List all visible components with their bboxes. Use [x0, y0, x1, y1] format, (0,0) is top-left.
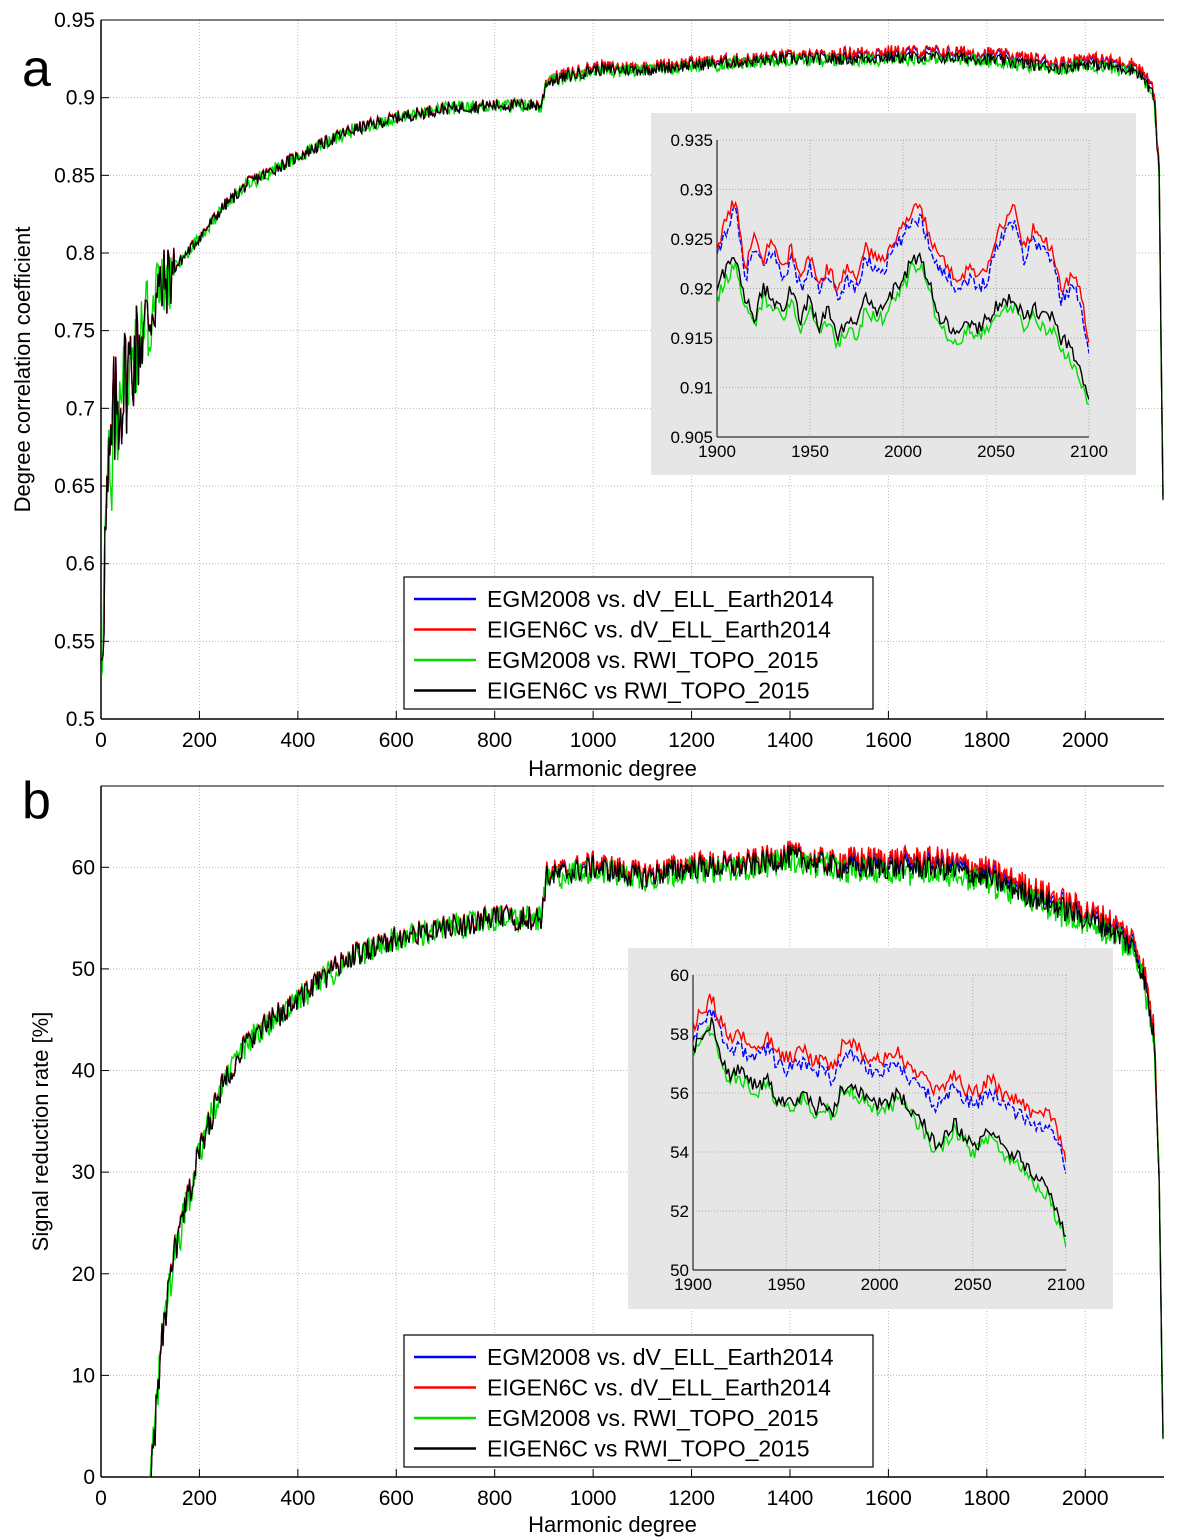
y-tick-label: 0	[83, 1466, 95, 1489]
x-tick-label: 1400	[767, 729, 814, 752]
inset-series-line	[693, 1024, 1066, 1248]
legend-entry: EGM2008 vs. RWI_TOPO_2015	[487, 1405, 819, 1431]
legend-entry: EIGEN6C vs RWI_TOPO_2015	[487, 678, 810, 704]
inset-y-tick-label: 50	[670, 1261, 689, 1280]
inset-y-tick-label: 0.93	[680, 181, 713, 200]
x-tick-label: 1600	[865, 729, 912, 752]
panel-label: b	[22, 772, 51, 830]
legend-entry: EGM2008 vs. dV_ELL_Earth2014	[487, 586, 834, 612]
y-tick-label: 0.95	[54, 9, 95, 32]
inset-x-tick-label: 1950	[767, 1275, 805, 1294]
inset-y-tick-label: 60	[670, 966, 689, 985]
x-tick-label: 1800	[963, 729, 1010, 752]
legend-entry: EIGEN6C vs. dV_ELL_Earth2014	[487, 617, 831, 643]
x-tick-label: 1000	[570, 729, 617, 752]
inset-series	[693, 993, 1066, 1248]
inset-x-tick-label: 2000	[861, 1275, 899, 1294]
main-series	[101, 44, 1164, 675]
inset-x-tick-label: 2100	[1070, 442, 1108, 461]
legend-entry: EIGEN6C vs RWI_TOPO_2015	[487, 1436, 810, 1462]
y-tick-label: 0.85	[54, 164, 95, 187]
y-tick-label: 30	[72, 1161, 95, 1184]
inset-y-tick-label: 58	[670, 1025, 689, 1044]
panel-b: 0 200 400 600 800 1000 1200 1400 1600 1800 2000 0 10…	[22, 772, 1164, 1537]
inset-series	[717, 200, 1089, 405]
y-tick-label: 0.5	[66, 708, 95, 731]
panel-a: 0 200 400 600 800 1000 1200 1400 1600 1800 2000 0.5…	[10, 9, 1164, 781]
y-tick-label: 0.65	[54, 475, 95, 498]
inset-series-line	[717, 200, 1089, 344]
y-tick-label: 50	[72, 958, 95, 981]
x-tick-label: 0	[95, 729, 107, 752]
inset-x-tick-label: 1900	[698, 442, 736, 461]
x-tick-label: 2000	[1062, 729, 1109, 752]
inset-y-tick-label: 0.92	[680, 280, 713, 299]
x-tick-label: 1200	[668, 729, 715, 752]
inset-series-line	[693, 993, 1066, 1163]
x-tick-label: 1200	[668, 1487, 715, 1510]
legend-entry: EGM2008 vs. dV_ELL_Earth2014	[487, 1344, 834, 1370]
x-axis-label: Harmonic degree	[528, 756, 697, 781]
inset-series-line	[693, 1007, 1066, 1174]
x-tick-label: 1600	[865, 1487, 912, 1510]
legend: EGM2008 vs. dV_ELL_Earth2014 EIGEN6C vs. …	[403, 576, 874, 710]
x-tick-label: 200	[182, 1487, 217, 1510]
legend-box	[403, 1334, 874, 1468]
x-tick-label: 400	[280, 729, 315, 752]
legend-entry: EIGEN6C vs. dV_ELL_Earth2014	[487, 1375, 831, 1401]
x-tick-label: 0	[95, 1487, 107, 1510]
x-tick-label: 1400	[767, 1487, 814, 1510]
y-tick-label: 60	[72, 856, 95, 879]
inset-x-tick-label: 1900	[674, 1275, 712, 1294]
x-tick-label: 1000	[570, 1487, 617, 1510]
y-tick-label: 20	[72, 1263, 95, 1286]
x-tick-label: 600	[379, 1487, 414, 1510]
legend-entry: EGM2008 vs. RWI_TOPO_2015	[487, 647, 819, 673]
x-tick-label: 800	[477, 729, 512, 752]
y-tick-label: 0.6	[66, 553, 95, 576]
y-tick-label: 10	[72, 1364, 95, 1387]
main-series	[149, 840, 1164, 1477]
inset-series-line	[717, 251, 1089, 400]
inset-x-tick-label: 2050	[977, 442, 1015, 461]
y-tick-label: 0.55	[54, 630, 95, 653]
y-tick-label: 0.9	[66, 87, 95, 110]
y-axis-label: Signal reduction rate [%]	[28, 1012, 53, 1252]
inset-y-tick-label: 0.905	[670, 428, 713, 447]
y-tick-label: 0.75	[54, 320, 95, 343]
inset: 1900 1950 2000 2050 2100 50 52 54 56 58 60	[628, 948, 1113, 1309]
inset-x-tick-label: 2100	[1047, 1275, 1085, 1294]
x-tick-label: 200	[182, 729, 217, 752]
inset-y-tick-label: 0.935	[670, 131, 713, 150]
series-line-eigen-rwi	[149, 845, 1164, 1477]
x-tick-label: 400	[280, 1487, 315, 1510]
inset-y-tick-label: 52	[670, 1202, 689, 1221]
inset-y-tick-label: 0.915	[670, 329, 713, 348]
panel-label: a	[22, 40, 51, 98]
inset-series-line	[717, 260, 1089, 405]
inset-series-line	[717, 204, 1089, 354]
inset-y-tick-label: 54	[670, 1143, 689, 1162]
inset-y-tick-label: 0.925	[670, 230, 713, 249]
y-tick-label: 0.7	[66, 397, 95, 420]
x-axis-label: Harmonic degree	[528, 1512, 697, 1537]
y-tick-label: 40	[72, 1060, 95, 1083]
inset-x-tick-label: 1950	[791, 442, 829, 461]
inset: 1900 1950 2000 2050 2100 0.905 0.91 0.915 0.92 0.…	[651, 113, 1136, 475]
x-tick-label: 600	[379, 729, 414, 752]
inset-y-tick-label: 0.91	[680, 379, 713, 398]
inset-y-tick-label: 56	[670, 1084, 689, 1103]
y-axis-label: Degree correlation coefficient	[10, 227, 35, 513]
inset-x-tick-label: 2050	[954, 1275, 992, 1294]
legend-box	[403, 576, 874, 710]
series-line-eigen-rwi	[101, 50, 1164, 661]
inset-x-tick-label: 2000	[884, 442, 922, 461]
x-tick-label: 2000	[1062, 1487, 1109, 1510]
inset-series-line	[693, 1017, 1066, 1237]
x-tick-label: 800	[477, 1487, 512, 1510]
legend: EGM2008 vs. dV_ELL_Earth2014 EIGEN6C vs. …	[403, 1334, 874, 1468]
y-tick-label: 0.8	[66, 242, 95, 265]
x-tick-label: 1800	[963, 1487, 1010, 1510]
